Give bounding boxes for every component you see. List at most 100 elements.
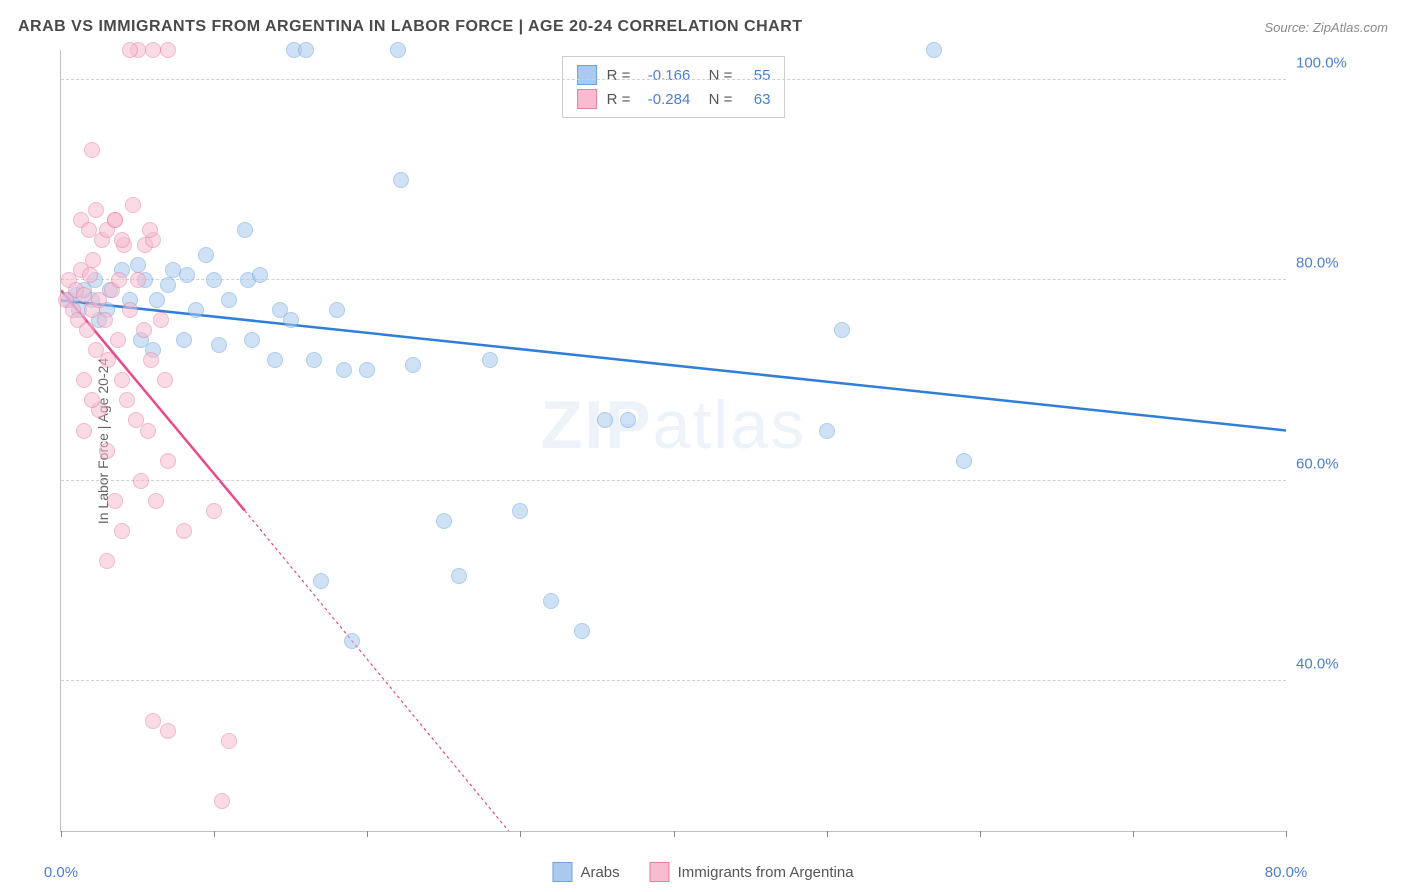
scatter-point <box>176 523 192 539</box>
source-label: Source: ZipAtlas.com <box>1264 20 1388 35</box>
scatter-point <box>329 302 345 318</box>
legend-swatch <box>650 862 670 882</box>
series-legend: Arabs Immigrants from Argentina <box>552 862 853 882</box>
scatter-point <box>198 247 214 263</box>
y-tick-label: 60.0% <box>1296 455 1366 472</box>
scatter-point <box>359 362 375 378</box>
stat-n-value: 55 <box>742 67 770 84</box>
scatter-point <box>85 252 101 268</box>
scatter-point <box>221 292 237 308</box>
scatter-point <box>160 277 176 293</box>
scatter-point <box>110 332 126 348</box>
stats-legend: R = -0.166 N = 55 R = -0.284 N = 63 <box>562 56 786 118</box>
x-tick <box>674 831 675 837</box>
scatter-point <box>82 267 98 283</box>
scatter-point <box>160 723 176 739</box>
scatter-point <box>188 302 204 318</box>
y-tick-label: 100.0% <box>1296 55 1366 72</box>
scatter-point <box>620 412 636 428</box>
stat-n-value: 63 <box>742 91 770 108</box>
scatter-point <box>393 172 409 188</box>
scatter-point <box>179 267 195 283</box>
scatter-point <box>145 42 161 58</box>
scatter-point <box>76 423 92 439</box>
scatter-point <box>88 202 104 218</box>
scatter-point <box>160 453 176 469</box>
scatter-point <box>214 793 230 809</box>
stat-r-label: R = <box>607 67 631 84</box>
scatter-point <box>390 42 406 58</box>
stat-r-label: R = <box>607 91 631 108</box>
scatter-point <box>107 493 123 509</box>
scatter-point <box>130 272 146 288</box>
scatter-point <box>157 372 173 388</box>
watermark-atlas: atlas <box>653 387 807 463</box>
scatter-point <box>436 513 452 529</box>
watermark: ZIPatlas <box>541 386 806 464</box>
scatter-point <box>283 312 299 328</box>
legend-swatch <box>552 862 572 882</box>
legend-item: Immigrants from Argentina <box>650 862 854 882</box>
x-tick <box>367 831 368 837</box>
watermark-zip: ZIP <box>541 387 653 463</box>
y-tick-label: 80.0% <box>1296 255 1366 272</box>
scatter-point <box>142 222 158 238</box>
scatter-point <box>834 322 850 338</box>
scatter-point <box>97 312 113 328</box>
scatter-point <box>107 212 123 228</box>
scatter-point <box>122 42 138 58</box>
scatter-point <box>79 322 95 338</box>
scatter-point <box>160 42 176 58</box>
scatter-point <box>153 312 169 328</box>
scatter-point <box>451 568 467 584</box>
scatter-point <box>344 633 360 649</box>
scatter-point <box>211 337 227 353</box>
x-tick-label: 0.0% <box>44 864 78 881</box>
scatter-point <box>122 302 138 318</box>
scatter-point <box>206 503 222 519</box>
scatter-point <box>136 322 152 338</box>
legend-swatch <box>577 89 597 109</box>
scatter-point <box>244 332 260 348</box>
scatter-point <box>313 573 329 589</box>
scatter-point <box>956 453 972 469</box>
scatter-point <box>221 733 237 749</box>
scatter-point <box>206 272 222 288</box>
scatter-point <box>99 553 115 569</box>
header: ARAB VS IMMIGRANTS FROM ARGENTINA IN LAB… <box>18 18 1388 36</box>
scatter-point <box>84 142 100 158</box>
y-tick-label: 40.0% <box>1296 655 1366 672</box>
stat-r-value: -0.166 <box>640 67 690 84</box>
scatter-point <box>140 423 156 439</box>
scatter-point <box>267 352 283 368</box>
scatter-point <box>143 352 159 368</box>
stats-legend-row: R = -0.166 N = 55 <box>577 63 771 87</box>
scatter-point <box>114 523 130 539</box>
scatter-point <box>81 222 97 238</box>
scatter-point <box>119 392 135 408</box>
scatter-point <box>405 357 421 373</box>
x-tick <box>520 831 521 837</box>
scatter-point <box>149 292 165 308</box>
gridline-horizontal <box>61 680 1286 681</box>
scatter-point <box>336 362 352 378</box>
scatter-point <box>130 257 146 273</box>
x-tick <box>214 831 215 837</box>
scatter-point <box>133 473 149 489</box>
chart-area: In Labor Force | Age 20-24 ZIPatlas R =-… <box>60 50 1376 832</box>
stats-legend-row: R = -0.284 N = 63 <box>577 87 771 111</box>
legend-item: Arabs <box>552 862 619 882</box>
scatter-point <box>926 42 942 58</box>
stat-n-label: N = <box>700 67 732 84</box>
scatter-point <box>114 372 130 388</box>
trend-lines <box>61 50 1286 831</box>
chart-title: ARAB VS IMMIGRANTS FROM ARGENTINA IN LAB… <box>18 18 803 36</box>
legend-swatch <box>577 65 597 85</box>
scatter-point <box>148 493 164 509</box>
gridline-horizontal <box>61 79 1286 80</box>
scatter-point <box>84 392 100 408</box>
scatter-point <box>237 222 253 238</box>
scatter-point <box>99 443 115 459</box>
stat-r-value: -0.284 <box>640 91 690 108</box>
stat-n-label: N = <box>700 91 732 108</box>
